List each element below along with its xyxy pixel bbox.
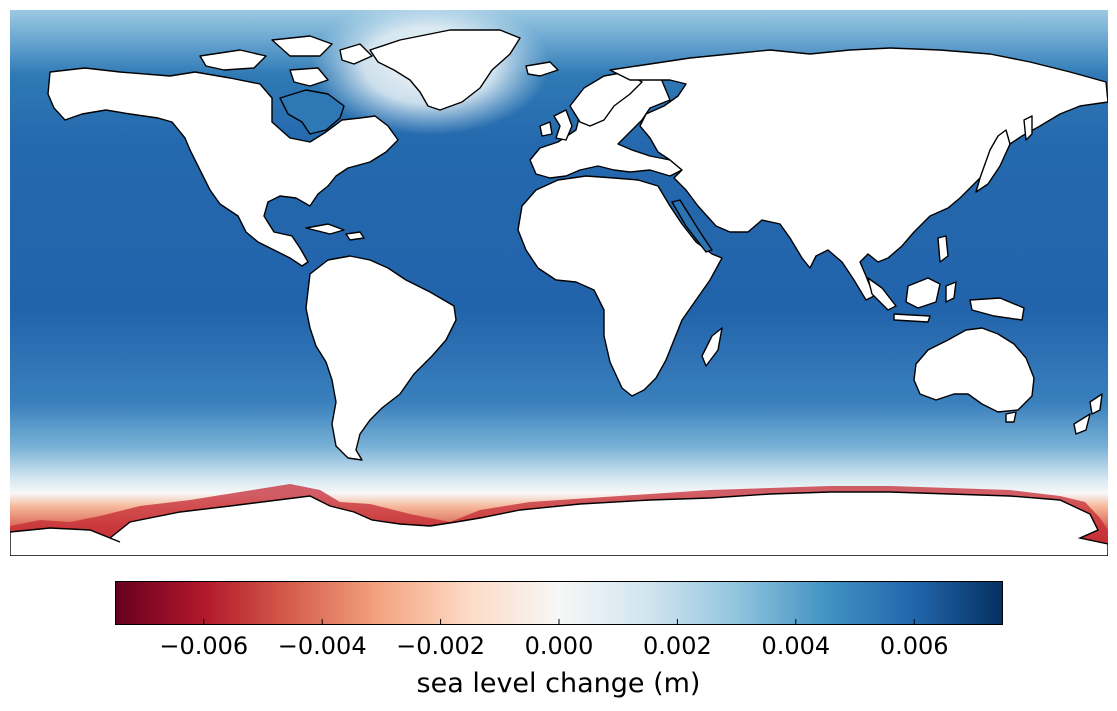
- world-map: [10, 10, 1108, 556]
- south-america-landmass: [305, 255, 457, 461]
- colorbar-tick-label: 0.002: [643, 632, 712, 660]
- colorbar-tick-label: 0.006: [879, 632, 949, 660]
- sumatra-island: [867, 277, 897, 311]
- new-zealand-island: [1089, 393, 1103, 415]
- red-sea: [671, 199, 713, 253]
- iceland-island: [525, 61, 559, 77]
- scandinavia-landmass: [569, 71, 643, 127]
- colorbar-gradient: [115, 581, 1003, 625]
- cuba-island: [305, 223, 345, 235]
- hispaniola-island: [345, 231, 365, 241]
- africa-landmass: [517, 175, 723, 397]
- tasmania-island: [1005, 411, 1017, 423]
- sakhalin-island: [1023, 115, 1033, 141]
- colorbar-tick-marks: [203, 619, 915, 625]
- greenland-landmass: [369, 29, 521, 111]
- australia-landmass: [913, 327, 1035, 413]
- sulawesi-island: [945, 281, 957, 303]
- colorbar-tick-label: 0.000: [524, 632, 594, 660]
- java-island: [893, 313, 931, 323]
- arctic-island: [271, 35, 333, 57]
- great-britain-island: [553, 109, 573, 141]
- north-america-landmass: [47, 67, 399, 267]
- land-masses: [47, 29, 1108, 461]
- arctic-island: [339, 43, 373, 65]
- japan-island: [975, 129, 1011, 193]
- philippines-island: [937, 235, 949, 263]
- asia-landmass: [609, 47, 1108, 301]
- madagascar-island: [701, 327, 723, 367]
- colorbar-tick-label: 0.004: [761, 632, 831, 660]
- ireland-island: [539, 121, 553, 137]
- map-panel: [10, 10, 1108, 556]
- borneo-island: [905, 277, 941, 309]
- hudson-bay: [279, 89, 345, 135]
- colorbar: [115, 581, 1003, 625]
- antarctica-landmass: [10, 491, 1108, 556]
- arctic-island: [289, 67, 329, 87]
- arctic-island: [199, 49, 267, 71]
- colorbar-tick-label: −0.004: [277, 632, 367, 660]
- colorbar-label: sea level change (m): [416, 668, 701, 699]
- new-guinea-island: [969, 297, 1025, 321]
- colorbar-tick-label: −0.002: [396, 632, 486, 660]
- colorbar-tick-label: −0.006: [159, 632, 249, 660]
- new-zealand-island: [1073, 413, 1091, 435]
